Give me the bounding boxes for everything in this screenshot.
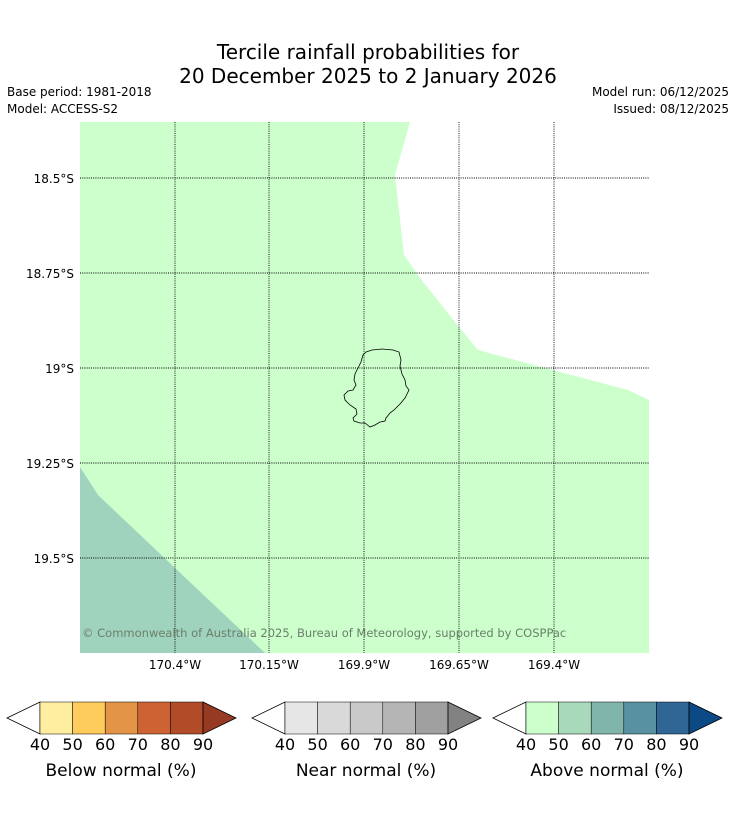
lon-label-170-4: 170.4°W <box>149 658 201 672</box>
above-normal-colorbar-max-arrow <box>688 701 723 735</box>
above-normal-colorbar-segment <box>525 701 559 735</box>
lon-label-169-65: 169.65°W <box>429 658 489 672</box>
below-normal-tick-label: 70 <box>127 735 148 754</box>
near-normal-colorbar-segment <box>349 701 384 735</box>
above-normal-colorbar-segment <box>656 701 690 735</box>
copyright-text: © Commonwealth of Australia 2025, Bureau… <box>82 626 566 640</box>
near-normal-tick-label: 80 <box>405 735 426 754</box>
below-normal-tick-label: 60 <box>95 735 116 754</box>
near-normal-tick-label: 40 <box>274 735 296 754</box>
lat-label-19: 19°S <box>45 362 74 376</box>
lat-label-18-5: 18.5°S <box>34 172 74 186</box>
issued-text: Issued: 08/12/2025 <box>613 102 729 116</box>
above-normal-tick-label: 80 <box>646 735 667 754</box>
below-normal-colorbar-segment <box>170 701 204 735</box>
lat-label-18-75: 18.75°S <box>26 267 74 281</box>
above-normal-tick-label: 50 <box>548 735 569 754</box>
map-title-line1: Tercile rainfall probabilities for <box>216 40 520 64</box>
lon-label-169-9: 169.9°W <box>338 658 390 672</box>
near-normal-legend-label: Near normal (%) <box>295 761 437 781</box>
base-period-text: Base period: 1981-2018 <box>7 85 152 99</box>
near-normal-tick-label: 60 <box>340 735 361 754</box>
above-normal-legend-label: Above normal (%) <box>530 761 684 781</box>
above-normal-colorbar-segment <box>590 701 625 735</box>
below-normal-colorbar-max-arrow <box>202 701 237 735</box>
below-normal-tick-label: 90 <box>192 735 214 754</box>
near-normal-tick-label: 50 <box>307 735 328 754</box>
above-normal-colorbar-min-arrow <box>492 701 527 735</box>
near-normal-tick-label: 70 <box>372 735 393 754</box>
near-normal-colorbar-segment <box>415 701 449 735</box>
near-normal-tick-label: 90 <box>437 735 459 754</box>
below-normal-colorbar-segment <box>72 701 106 735</box>
near-normal-colorbar-segment <box>382 701 416 735</box>
island-outline <box>343 348 410 428</box>
above-normal-tick-label: 70 <box>613 735 634 754</box>
below-normal-legend-label: Below normal (%) <box>45 761 197 781</box>
below-normal-tick-label: 50 <box>62 735 83 754</box>
near-normal-colorbar <box>251 701 482 735</box>
lon-label-169-4: 169.4°W <box>528 658 580 672</box>
lat-label-19-5: 19.5°S <box>34 552 74 566</box>
model-run-text: Model run: 06/12/2025 <box>591 85 729 99</box>
above-normal-colorbar-segment <box>623 701 657 735</box>
map-title-line2: 20 December 2025 to 2 January 2026 <box>179 64 557 88</box>
above-normal-colorbar-segment <box>558 701 592 735</box>
above-normal-40-50-region <box>80 122 649 653</box>
below-normal-colorbar-segment <box>39 701 73 735</box>
near-normal-colorbar-segment <box>284 701 318 735</box>
above-normal-colorbar <box>492 701 723 735</box>
above-normal-50-60-region <box>80 467 265 653</box>
lat-label-19-25: 19.25°S <box>26 457 74 471</box>
above-normal-tick-label: 40 <box>515 735 537 754</box>
lon-label-170-15: 170.15°W <box>239 658 299 672</box>
below-normal-tick-label: 40 <box>29 735 51 754</box>
near-normal-colorbar-segment <box>317 701 351 735</box>
above-normal-tick-label: 90 <box>678 735 700 754</box>
near-normal-colorbar-min-arrow <box>251 701 286 735</box>
above-normal-tick-label: 60 <box>581 735 602 754</box>
below-normal-colorbar-segment <box>104 701 139 735</box>
below-normal-colorbar <box>6 701 237 735</box>
near-normal-colorbar-max-arrow <box>447 701 482 735</box>
below-normal-colorbar-min-arrow <box>6 701 41 735</box>
below-normal-tick-label: 80 <box>160 735 181 754</box>
gridlines <box>80 122 649 653</box>
below-normal-colorbar-segment <box>137 701 171 735</box>
model-text: Model: ACCESS-S2 <box>7 102 119 116</box>
